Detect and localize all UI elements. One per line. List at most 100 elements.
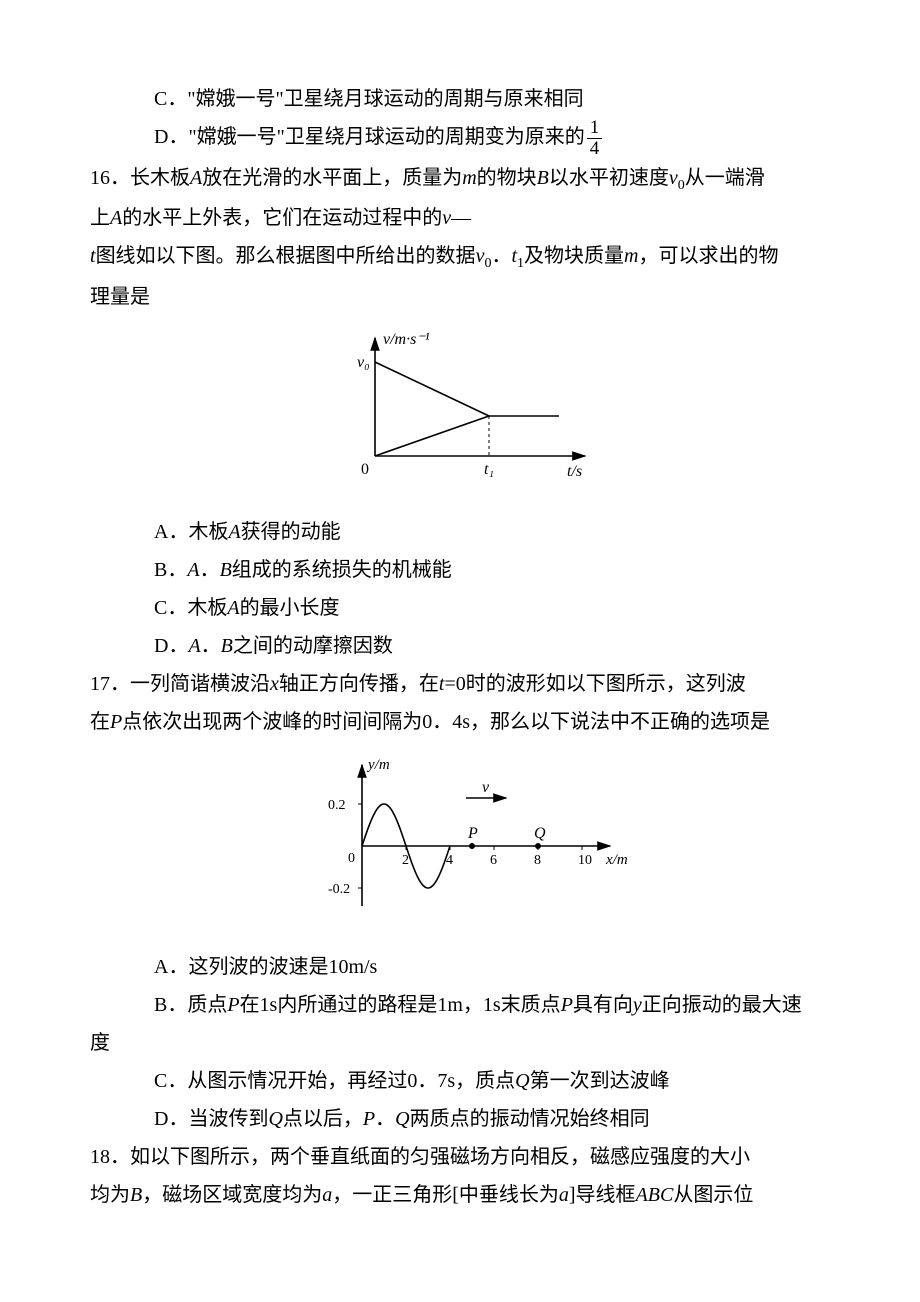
var-p: P [363,1108,375,1130]
text: ，可以求出的物 [638,245,778,267]
q15-option-d: D．"嫦娥一号"卫星绕月球运动的周期变为原来的14 [90,118,830,159]
text: C．"嫦娥一号"卫星绕月球运动的周期与原来相同 [154,88,584,110]
var-p: P [227,994,239,1016]
text: 之间的动摩擦因数 [233,635,393,657]
text: 均为 [90,1184,130,1206]
svg-text:v/m·s⁻¹: v/m·s⁻¹ [383,331,430,348]
text: D．"嫦娥一号"卫星绕月球运动的周期变为原来的 [154,126,585,148]
text: 以水平初速度 [549,167,669,189]
text: C．木板 [154,597,227,619]
q16-chart: v₀ 0 t₁ t/s v/m·s⁻¹ [315,326,605,486]
var-q: Q [268,1108,282,1130]
fraction: 14 [587,118,603,159]
text: A．木板 [154,521,228,543]
text: 轴正方向传播，在 [279,673,439,695]
q16-option-d: D．A．B之间的动摩擦因数 [90,627,830,665]
svg-text:8: 8 [534,853,541,868]
q16-option-c: C．木板A的最小长度 [90,589,830,627]
text: 第一次到达波峰 [530,1070,670,1092]
var-a: A [190,167,202,189]
text: ，磁场区域宽度均为 [142,1184,322,1206]
text: — [451,207,471,229]
q18-stem-line2: 均为B，磁场区域宽度均为a，一正三角形[中垂线长为a]导线框ABC从图示位 [90,1176,830,1214]
text: ． [200,559,220,581]
svg-text:t/s: t/s [567,463,582,480]
text: =0时的波形如以下图所示，这列波 [444,673,745,695]
text: 的水平上外表，它们在运动过程中的 [122,207,442,229]
var-a: A [187,559,199,581]
var-q: Q [395,1108,409,1130]
text: 两质点的振动情况始终相同 [410,1108,650,1130]
text: B． [154,559,187,581]
text: 放在光滑的水平面上，质量为 [202,167,462,189]
q17-figure: 2468100.2-0.20y/mx/mPQv [90,751,830,934]
var-p: P [561,994,573,1016]
text: 点依次出现两个波峰的时间间隔为0．4s，那么以下说法中不正确的选项是 [122,711,770,733]
text: 上 [90,207,110,229]
var-a: a [322,1184,332,1206]
q17-option-a: A．这列波的波速是10m/s [90,948,830,986]
text: 的最小长度 [240,597,340,619]
var-a: a [559,1184,569,1206]
svg-text:10: 10 [578,853,592,868]
text: 从图示位 [673,1184,753,1206]
svg-text:4: 4 [446,853,453,868]
q17-stem-line1: 17．一列简谐横波沿x轴正方向传播，在t=0时的波形如以下图所示，这列波 [90,665,830,703]
text: A．这列波的波速是10m/s [154,956,377,978]
svg-text:v₀: v₀ [357,354,370,371]
text: 获得的动能 [241,521,341,543]
sub-0: 0 [678,178,685,193]
text: C．从图示情况开始，再经过0．7s，质点 [154,1070,515,1092]
q15-option-c: C．"嫦娥一号"卫星绕月球运动的周期与原来相同 [90,80,830,118]
text: 图线如以下图。那么根据图中所给出的数据 [96,245,476,267]
var-x: x [270,673,279,695]
var-big-b: B [130,1184,142,1206]
text: 从一端滑 [685,167,765,189]
var-m: m [624,245,638,267]
var-p: P [110,711,122,733]
text: 在 [90,711,110,733]
svg-text:x/m: x/m [605,852,628,868]
q16-stem-line2: 上A的水平上外表，它们在运动过程中的v— [90,199,830,237]
text: 组成的系统损失的机械能 [232,559,452,581]
text: 点以后， [283,1108,363,1130]
svg-text:0.2: 0.2 [328,798,346,813]
svg-text:0: 0 [361,461,369,478]
svg-text:2: 2 [402,853,409,868]
var-a: A [228,521,240,543]
text: B．质点 [154,994,227,1016]
var-a: A [188,635,200,657]
var-v: v [442,207,451,229]
q17-chart: 2468100.2-0.20y/mx/mPQv [290,751,630,921]
q17-option-d: D．当波传到Q点以后，P．Q两质点的振动情况始终相同 [90,1100,830,1138]
denominator: 4 [587,139,603,159]
var-b: B [220,559,232,581]
svg-text:Q: Q [534,825,546,842]
text: 在1s内所通过的路程是1m，1s末质点 [240,994,561,1016]
svg-text:t₁: t₁ [484,461,494,478]
text: 正向振动的最大速 [642,994,802,1016]
text: ． [491,245,511,267]
var-q: Q [515,1070,529,1092]
svg-text:0: 0 [348,851,355,866]
q16-stem-line4: 理量是 [90,278,830,316]
var-v0: v [669,167,678,189]
svg-text:y/m: y/m [366,757,390,773]
q17-option-b-line2: 度 [90,1024,830,1062]
svg-text:6: 6 [490,853,497,868]
q16-stem-line3: t图线如以下图。那么根据图中所给出的数据v0．t1及物块质量m，可以求出的物 [90,237,830,278]
q17-option-c: C．从图示情况开始，再经过0．7s，质点Q第一次到达波峰 [90,1062,830,1100]
var-abc: ABC [636,1184,674,1206]
q16-option-a: A．木板A获得的动能 [90,513,830,551]
svg-text:-0.2: -0.2 [328,882,350,897]
q17-option-b-line1: B．质点P在1s内所通过的路程是1m，1s末质点P具有向y正向振动的最大速 [90,986,830,1024]
svg-text:P: P [467,825,478,842]
text: 及物块质量 [524,245,624,267]
text: 18．如以下图所示，两个垂直纸面的匀强磁场方向相反，磁感应强度的大小 [90,1146,750,1168]
text: D．当波传到 [154,1108,268,1130]
text: 16．长木板 [90,167,190,189]
var-a: A [227,597,239,619]
q16-stem-line1: 16．长木板A放在光滑的水平面上，质量为m的物块B以水平初速度v0从一端滑 [90,159,830,200]
q16-option-b: B．A．B组成的系统损失的机械能 [90,551,830,589]
var-b: B [221,635,233,657]
